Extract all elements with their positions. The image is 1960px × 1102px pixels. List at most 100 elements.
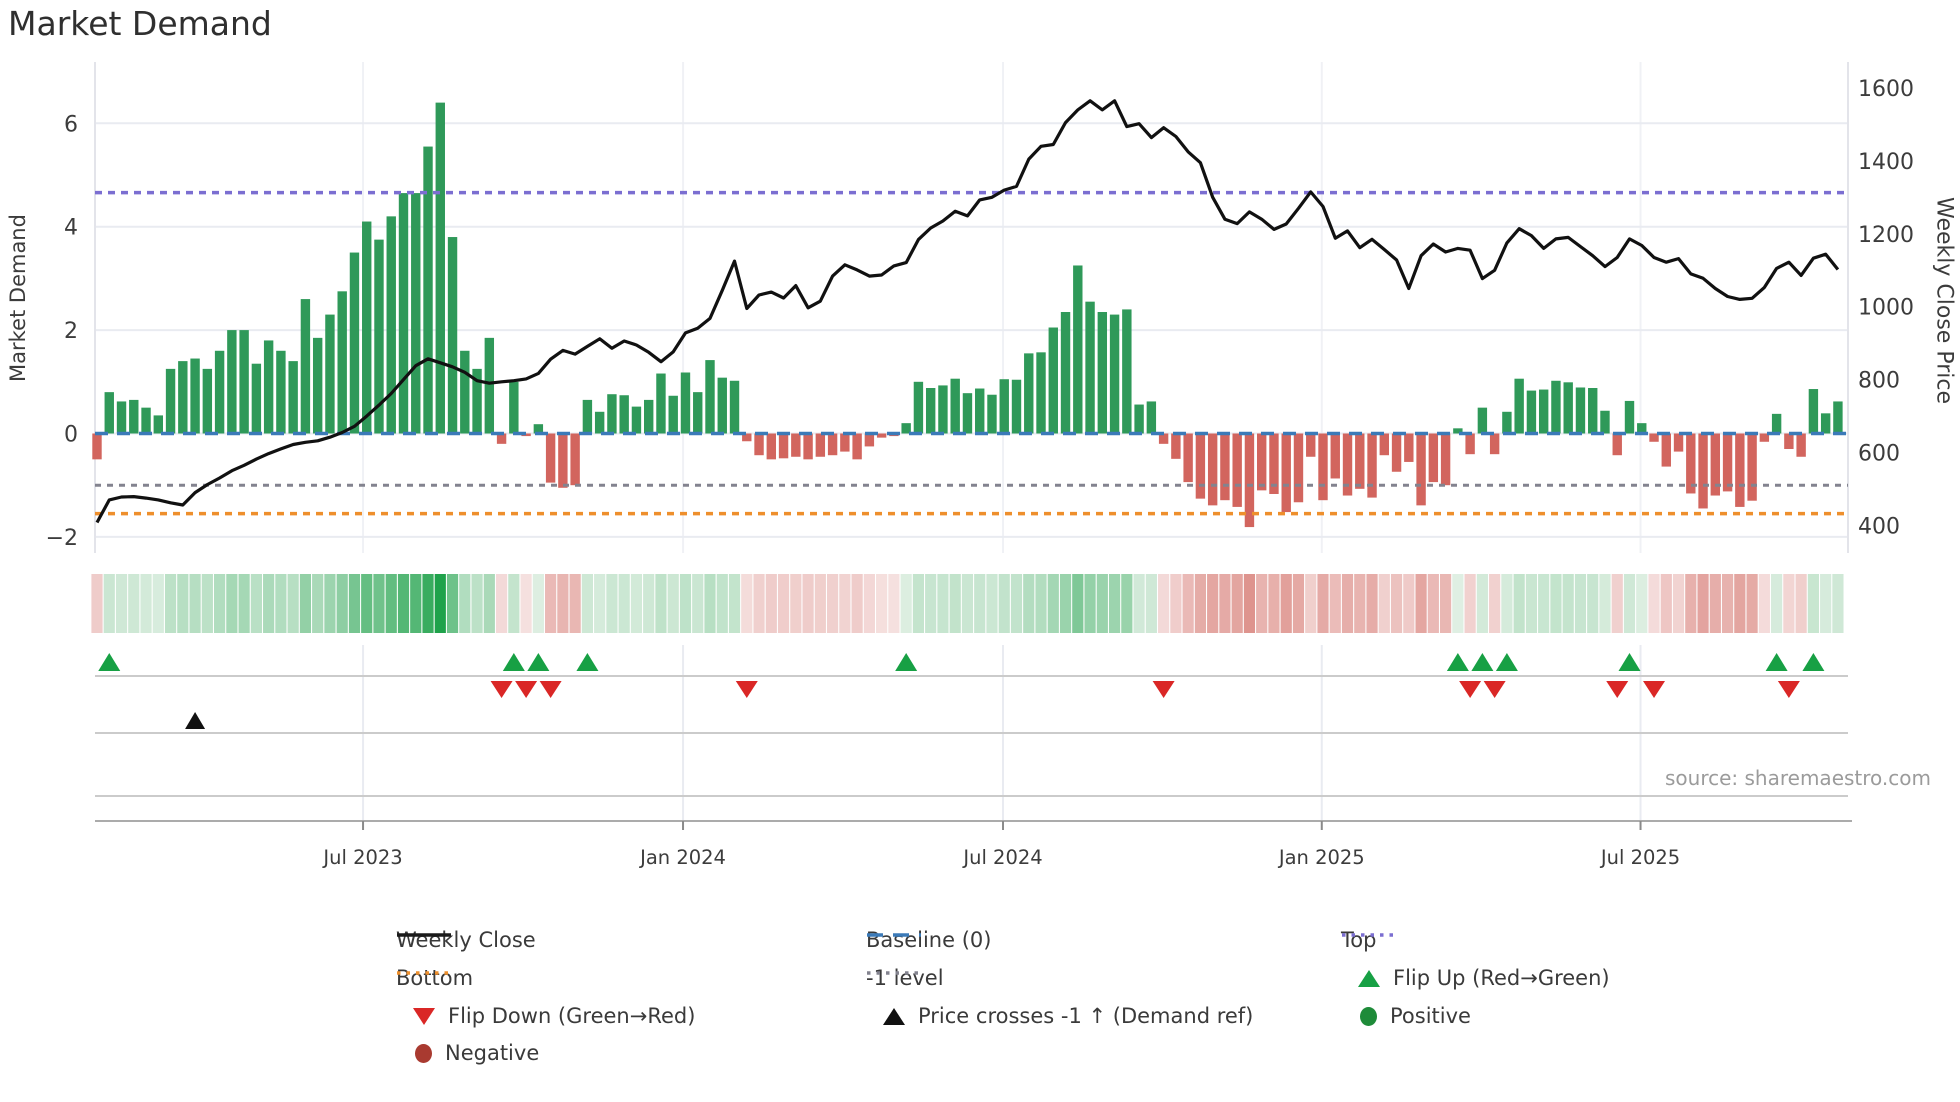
flip-down-marker — [1643, 681, 1666, 698]
demand-bar — [901, 423, 911, 434]
heatmap-cell — [1820, 574, 1832, 633]
demand-bar — [570, 433, 580, 486]
heatmap-cell — [1587, 574, 1599, 633]
demand-bar — [202, 368, 213, 434]
heatmap-cell — [1525, 574, 1538, 633]
demand-bar — [1281, 433, 1291, 513]
heatmap-cell — [115, 574, 128, 633]
heatmap-cell — [1207, 574, 1219, 633]
heatmap-cell — [140, 574, 152, 633]
triangle-down-swatch — [413, 1007, 435, 1025]
heatmap-cell — [557, 574, 569, 633]
demand-bar — [1722, 433, 1733, 492]
heatmap-cell — [900, 574, 912, 633]
flip-up-marker — [1471, 653, 1494, 671]
demand-bar — [521, 433, 531, 437]
heatmap-cell — [1489, 574, 1501, 633]
y-tick-label-right: 1600 — [1858, 77, 1914, 102]
demand-bar — [1526, 390, 1537, 434]
y-tick-label-right: 1400 — [1858, 150, 1914, 175]
heatmap-cell — [483, 574, 495, 633]
heatmap-cell — [876, 574, 888, 633]
demand-bar — [496, 433, 507, 444]
heatmap-cell — [348, 574, 361, 633]
y-tick-label-left: 0 — [64, 423, 78, 448]
heatmap-cell — [1047, 574, 1059, 633]
heatmap-cell — [606, 574, 618, 633]
flip-down-marker — [1483, 681, 1506, 698]
heatmap-cell — [1035, 574, 1047, 633]
line-solid-swatch — [397, 933, 451, 937]
heatmap-cell — [214, 574, 226, 633]
heatmap-cell — [361, 574, 373, 633]
demand-bar — [729, 380, 740, 434]
heatmap-cell — [238, 574, 250, 633]
heatmap-cell — [226, 574, 238, 633]
heatmap-cell — [1807, 574, 1819, 633]
demand-bar — [766, 433, 776, 460]
heatmap-cell — [1243, 574, 1256, 633]
demand-bar — [1097, 312, 1108, 434]
line-dotted-swatch — [397, 971, 451, 975]
demand-bar — [656, 373, 666, 434]
heatmap-cell — [250, 574, 262, 633]
heatmap-cell — [1623, 574, 1636, 633]
demand-bar — [165, 368, 176, 434]
heatmap-cell — [1219, 574, 1231, 633]
heatmap-cell — [937, 574, 949, 633]
demand-bar — [1588, 388, 1598, 434]
demand-bar — [1612, 433, 1622, 456]
heatmap-cell — [1685, 574, 1697, 633]
demand-bar — [1146, 401, 1157, 434]
line-dashed-swatch — [867, 933, 921, 937]
demand-bar — [1735, 433, 1745, 507]
y-tick-label-left: −2 — [46, 526, 78, 551]
demand-bar — [1686, 433, 1696, 494]
circle-swatch — [415, 1043, 432, 1063]
demand-bar — [852, 433, 862, 460]
heatmap-cell — [594, 574, 606, 633]
heatmap-cell — [1403, 574, 1415, 633]
demand-bar — [1404, 433, 1414, 462]
heatmap-cell — [1256, 574, 1268, 633]
heatmap-cell — [888, 574, 900, 633]
demand-bar — [1060, 312, 1071, 434]
demand-bar — [1538, 389, 1549, 434]
weekly-close-line — [95, 99, 1840, 524]
demand-bar — [1428, 433, 1439, 483]
demand-bar — [263, 340, 274, 434]
demand-bar — [533, 424, 544, 434]
demand-bar — [1122, 309, 1132, 434]
demand-bar — [1355, 433, 1365, 489]
heatmap-cell — [1636, 574, 1648, 633]
demand-bar — [1820, 413, 1831, 434]
legend-label: Positive — [1390, 1004, 1471, 1028]
demand-bar — [190, 358, 200, 434]
demand-bar — [435, 102, 445, 434]
heatmap-cell — [679, 574, 692, 633]
y-tick-label-left: 4 — [64, 216, 78, 241]
demand-bar — [938, 385, 948, 434]
demand-bar — [1232, 433, 1242, 507]
heatmap-cell — [1010, 574, 1023, 633]
flip-down-marker — [515, 681, 538, 698]
legend-label: Bottom — [396, 966, 474, 990]
demand-bar — [349, 252, 360, 434]
price-cross-marker — [185, 712, 206, 729]
x-tick-label: Jan 2024 — [638, 846, 726, 869]
heatmap-cell — [1464, 574, 1476, 633]
demand-bar — [791, 433, 801, 457]
heatmap-cell — [1501, 574, 1513, 633]
demand-bar — [1416, 433, 1426, 506]
demand-bar — [300, 299, 311, 434]
demand-bar — [619, 395, 629, 434]
demand-bar — [1759, 433, 1770, 442]
y-tick-label-left: 6 — [64, 112, 78, 137]
demand-bar — [472, 368, 482, 434]
heatmap-cell — [1758, 574, 1770, 633]
heatmap-cell — [164, 574, 177, 633]
demand-bar — [227, 330, 237, 434]
x-tick-label: Jan 2025 — [1277, 846, 1365, 869]
legend-label: -1 level — [866, 966, 944, 990]
